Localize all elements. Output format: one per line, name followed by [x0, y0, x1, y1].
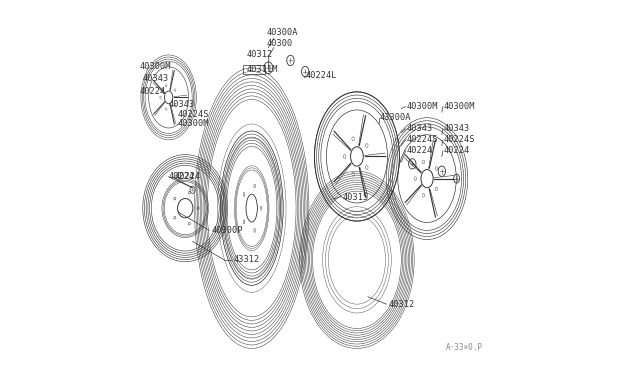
- Text: 40300A: 40300A: [266, 28, 298, 37]
- Text: 40224: 40224: [168, 172, 195, 181]
- Text: 40315: 40315: [342, 193, 369, 202]
- Text: 40312: 40312: [246, 51, 273, 60]
- Text: 40300M: 40300M: [444, 102, 475, 111]
- Text: 40224: 40224: [407, 147, 433, 155]
- Text: 40300M: 40300M: [178, 119, 209, 128]
- Text: 40343: 40343: [143, 74, 169, 83]
- Text: 43312: 43312: [233, 255, 259, 264]
- Text: 40224S: 40224S: [444, 135, 475, 144]
- Text: 40300P: 40300P: [211, 226, 243, 235]
- Text: 40343: 40343: [444, 124, 470, 133]
- Text: 40224S: 40224S: [407, 135, 438, 144]
- Text: 40312: 40312: [388, 300, 415, 309]
- Text: 40224: 40224: [139, 87, 165, 96]
- Text: 40224: 40224: [444, 147, 470, 155]
- Text: 40224L: 40224L: [305, 71, 337, 80]
- Text: 40224S: 40224S: [178, 109, 209, 119]
- Text: 40343: 40343: [168, 100, 195, 109]
- Text: 43300A: 43300A: [379, 113, 411, 122]
- Text: 40300: 40300: [266, 39, 292, 48]
- Text: 40224: 40224: [174, 172, 200, 181]
- Text: 40343: 40343: [407, 124, 433, 133]
- Text: 40300M: 40300M: [407, 102, 438, 111]
- Text: 40311M: 40311M: [246, 65, 278, 74]
- Text: A·33×0.P: A·33×0.P: [445, 343, 483, 352]
- Text: 40300M: 40300M: [139, 61, 171, 71]
